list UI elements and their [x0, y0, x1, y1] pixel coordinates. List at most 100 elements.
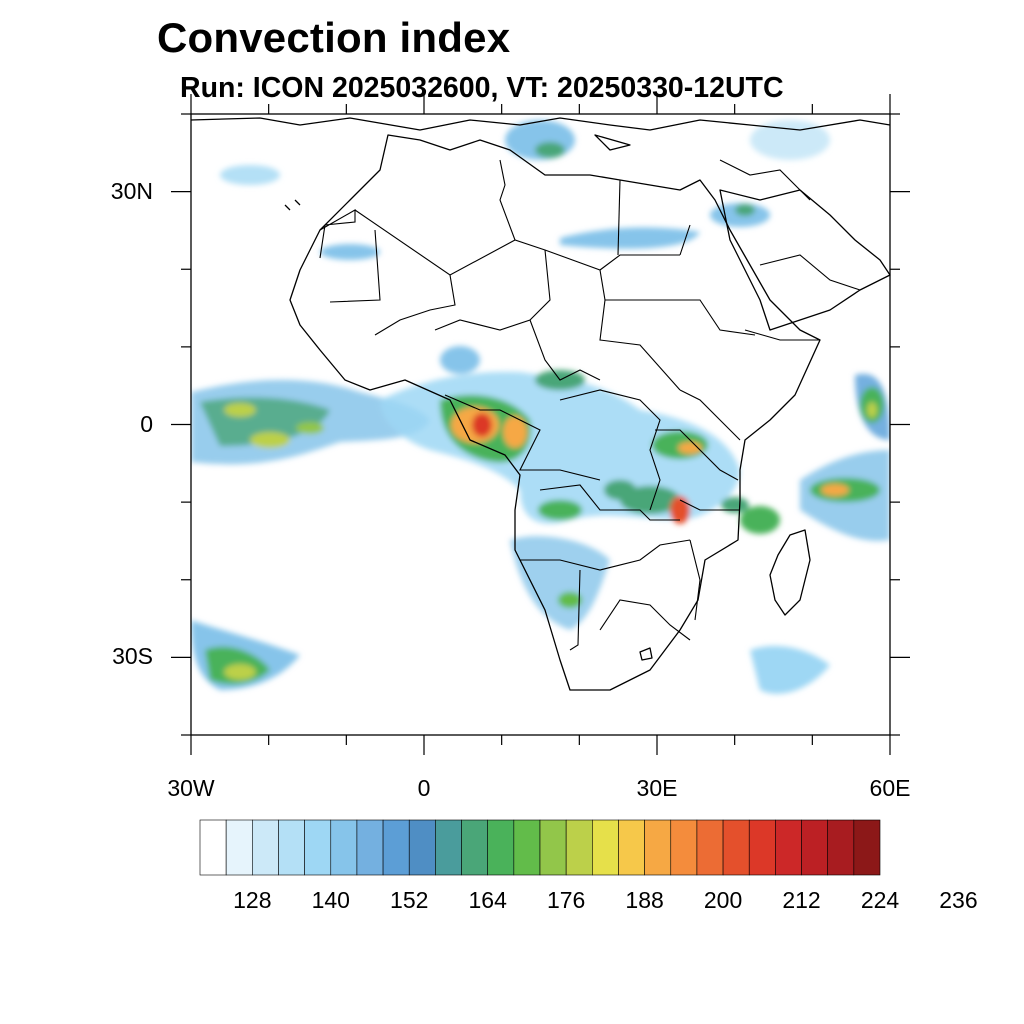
mediterranean-islands [594, 134, 631, 151]
colorbar-label: 128 [233, 887, 272, 913]
border-line [329, 229, 381, 303]
colorbar-swatch [618, 819, 645, 876]
border-line [569, 569, 581, 651]
zambia-convection [604, 480, 636, 500]
colorbar-swatch [487, 819, 515, 876]
colorbar-swatch [670, 819, 698, 876]
colorbar-swatch [304, 819, 332, 876]
mozambique-convection [740, 506, 780, 534]
arabia-core [735, 204, 755, 216]
border-line [617, 179, 621, 256]
border-line [520, 539, 691, 571]
border-line [605, 299, 756, 336]
colorbar-label: 212 [782, 887, 821, 913]
colorbar-swatch [356, 819, 384, 876]
axis-ticks [171, 94, 910, 755]
botswana-convection [558, 592, 582, 608]
border-line [744, 329, 820, 341]
europe-coastline [190, 117, 891, 131]
colorbar-label: 176 [546, 887, 586, 913]
border-line [559, 389, 661, 511]
cameroon-peak [472, 413, 492, 437]
colorbar-swatch [330, 819, 358, 876]
lat-label: 0 [140, 410, 153, 437]
somali-coast-hotspot [867, 402, 877, 418]
colorbar-swatch [748, 819, 776, 876]
border-line [599, 599, 691, 641]
lesotho-outline [639, 647, 653, 661]
colorbar-swatch [435, 819, 462, 876]
lon-label: 30W [167, 775, 215, 801]
colorbar-swatch [565, 819, 593, 876]
colorbar-label: 152 [390, 887, 429, 913]
colorbar-swatch [801, 819, 828, 876]
lat-label: 30N [110, 177, 153, 204]
border-line [539, 484, 680, 521]
atlantic-band-hotspot [224, 403, 256, 417]
madagascar-south-convection [750, 645, 830, 694]
lon-label: 30E [636, 775, 678, 801]
colorbar-label: 188 [625, 887, 664, 913]
algeria-libya-band [560, 227, 700, 249]
south-atlantic-hotspot [224, 664, 256, 680]
colorbar-swatch [722, 819, 750, 876]
colorbar-label: 224 [860, 887, 900, 913]
border-line [719, 159, 811, 201]
morocco-convection [320, 244, 380, 260]
colorbar-label: 236 [939, 887, 978, 913]
colorbar-swatch [644, 819, 672, 876]
border-line [679, 224, 691, 256]
border-line [679, 389, 741, 441]
mediterranean-core [535, 142, 565, 158]
colorbar-swatch [853, 819, 881, 876]
atlantic-band-hotspot [250, 432, 290, 448]
levant-convection [750, 120, 830, 160]
colorbar-swatch [827, 819, 855, 876]
border-line [499, 159, 516, 241]
border-line [319, 209, 356, 259]
border-line [444, 394, 601, 481]
lat-label: 30S [112, 643, 153, 670]
colorbar-swatch [408, 819, 436, 876]
border-line [689, 539, 701, 621]
map-title: Convection index [157, 14, 511, 61]
border-line [679, 499, 740, 511]
colorbar [199, 819, 881, 876]
colorbar-swatch [252, 819, 279, 876]
lon-label: 60E [869, 775, 911, 801]
border-line [374, 274, 456, 336]
border-line [599, 269, 681, 391]
colorbar-swatch [513, 819, 541, 876]
border-line [759, 254, 861, 291]
sahel-convection [440, 346, 480, 374]
atlantic-north-band [220, 165, 280, 185]
colorbar-swatch [539, 819, 567, 876]
border-line [529, 319, 601, 381]
indian-ocean-hotspot [821, 484, 849, 496]
canary-islands [284, 199, 301, 211]
lake-victoria-hotspot [678, 442, 702, 454]
southern-africa-convection [510, 536, 610, 630]
colorbar-swatch [461, 819, 488, 876]
namibia-convection [538, 500, 582, 520]
tanzania-convection [721, 497, 749, 513]
colorbar-label: 200 [703, 887, 743, 913]
colorbar-swatch [278, 819, 305, 876]
colorbar-swatch [696, 819, 724, 876]
map-subtitle: Run: ICON 2025032600, VT: 20250330-12UTC [180, 72, 784, 104]
colorbar-swatch [775, 819, 802, 876]
colorbar-label: 164 [468, 887, 507, 913]
convection-field [191, 120, 890, 694]
colorbar-label: 140 [311, 887, 350, 913]
colorbar-swatch [225, 819, 253, 876]
lon-label: 0 [417, 775, 431, 801]
gabon-hotspot [503, 416, 527, 448]
madagascar-coastline [769, 529, 811, 616]
colorbar-swatch [199, 819, 227, 876]
colorbar-swatch [382, 819, 410, 876]
country-borders [319, 159, 861, 651]
border-line [655, 429, 739, 481]
border-line [434, 249, 551, 331]
colorbar-swatch [592, 819, 619, 876]
